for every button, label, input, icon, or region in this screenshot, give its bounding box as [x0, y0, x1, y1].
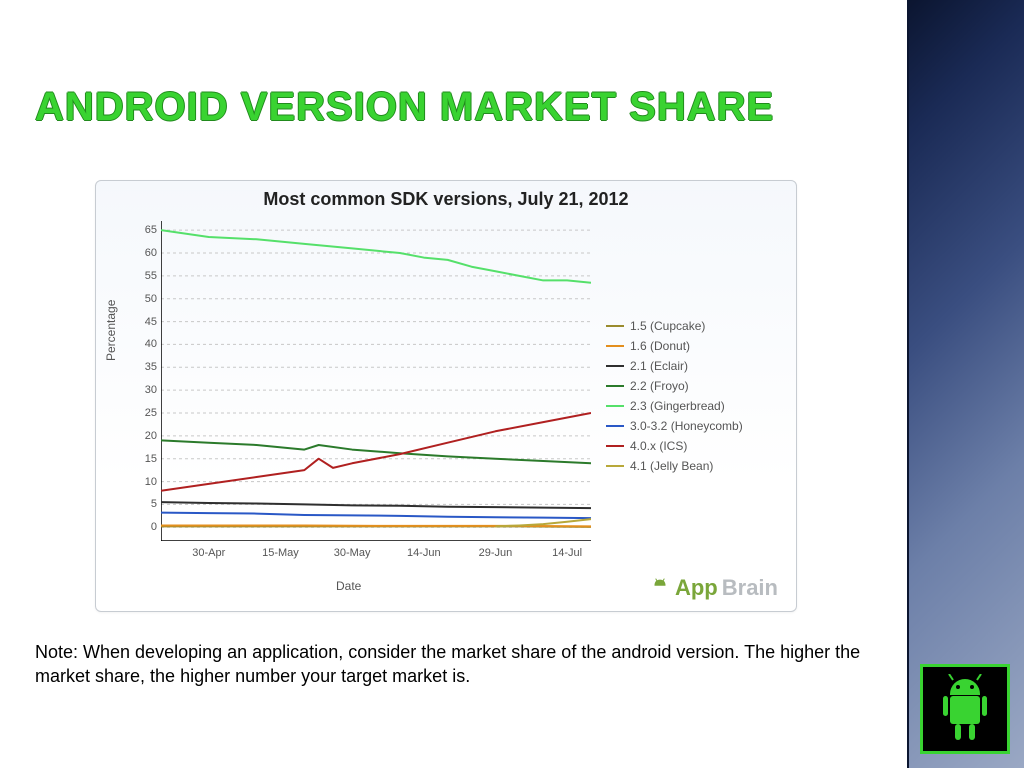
y-tick: 15 [129, 453, 157, 465]
x-tick: 14-Jun [407, 547, 441, 559]
x-tick: 29-Jun [479, 547, 513, 559]
legend-label: 1.5 (Cupcake) [630, 319, 705, 333]
legend-swatch [606, 445, 624, 447]
x-tick: 14-Jul [552, 547, 582, 559]
chart-plot-area: 05101520253035404550556065 30-Apr15-May3… [161, 221, 591, 541]
slide-title: ANDROID VERSION MARKET SHARE [35, 85, 774, 130]
y-tick: 20 [129, 430, 157, 442]
y-tick: 30 [129, 384, 157, 396]
legend-item: 4.0.x (ICS) [606, 436, 743, 456]
y-tick: 50 [129, 293, 157, 305]
y-tick: 5 [129, 498, 157, 510]
legend-label: 4.1 (Jelly Bean) [630, 459, 713, 473]
side-accent-bar [907, 0, 1024, 768]
legend-label: 4.0.x (ICS) [630, 439, 687, 453]
legend-item: 2.3 (Gingerbread) [606, 396, 743, 416]
legend-label: 2.2 (Froyo) [630, 379, 689, 393]
y-tick: 35 [129, 361, 157, 373]
y-tick: 65 [129, 224, 157, 236]
y-tick: 55 [129, 270, 157, 282]
chart-title: Most common SDK versions, July 21, 2012 [96, 189, 796, 210]
legend-label: 3.0-3.2 (Honeycomb) [630, 419, 743, 433]
x-axis-label: Date [336, 579, 361, 593]
y-tick: 45 [129, 316, 157, 328]
y-tick: 40 [129, 338, 157, 350]
android-badge [920, 664, 1010, 754]
legend-swatch [606, 325, 624, 327]
android-icon [935, 674, 995, 744]
x-tick: 15-May [262, 547, 299, 559]
footer-note: Note: When developing an application, co… [35, 640, 865, 689]
legend-label: 2.3 (Gingerbread) [630, 399, 725, 413]
y-tick: 10 [129, 476, 157, 488]
slide: ANDROID VERSION MARKET SHARE Most common… [0, 0, 1024, 768]
legend-swatch [606, 405, 624, 407]
legend-item: 1.5 (Cupcake) [606, 316, 743, 336]
legend-swatch [606, 365, 624, 367]
legend-swatch [606, 345, 624, 347]
y-tick: 25 [129, 407, 157, 419]
chart-legend: 1.5 (Cupcake) 1.6 (Donut) 2.1 (Eclair) 2.2 … [606, 316, 743, 476]
legend-swatch [606, 385, 624, 387]
android-icon [649, 577, 671, 599]
appbrain-logo: AppBrain [649, 575, 778, 601]
y-axis-label: Percentage [104, 300, 118, 361]
y-tick: 60 [129, 247, 157, 259]
x-tick: 30-Apr [192, 547, 225, 559]
legend-item: 4.1 (Jelly Bean) [606, 456, 743, 476]
legend-swatch [606, 425, 624, 427]
y-tick: 0 [129, 521, 157, 533]
legend-item: 2.1 (Eclair) [606, 356, 743, 376]
legend-item: 2.2 (Froyo) [606, 376, 743, 396]
brand-text-brain: Brain [722, 575, 778, 601]
chart-svg [161, 221, 591, 541]
legend-label: 1.6 (Donut) [630, 339, 690, 353]
chart-card: Most common SDK versions, July 21, 2012 … [95, 180, 797, 612]
legend-swatch [606, 465, 624, 467]
legend-label: 2.1 (Eclair) [630, 359, 688, 373]
legend-item: 3.0-3.2 (Honeycomb) [606, 416, 743, 436]
x-tick: 30-May [334, 547, 371, 559]
legend-item: 1.6 (Donut) [606, 336, 743, 356]
brand-text-app: App [675, 575, 718, 601]
